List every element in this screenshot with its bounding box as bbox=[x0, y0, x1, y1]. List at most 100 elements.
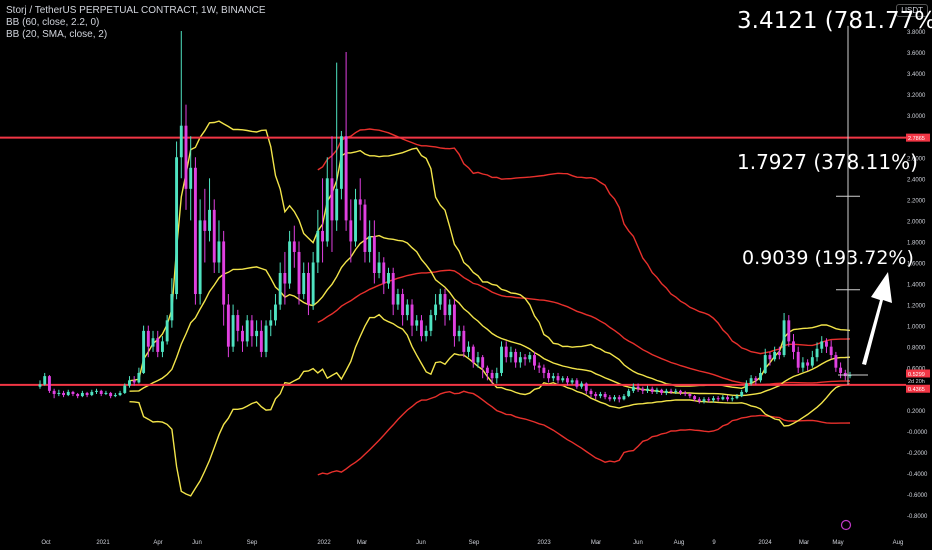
candle-body bbox=[269, 320, 273, 326]
measure-label-low: 0.9039 (193.72%) bbox=[742, 247, 914, 269]
candle-body bbox=[278, 273, 282, 305]
indicator-bb20[interactable]: BB (20, SMA, close, 2) bbox=[6, 29, 108, 40]
candle-body bbox=[90, 391, 94, 396]
symbol-title[interactable]: Storj / TetherUS PERPETUAL CONTRACT, 1W,… bbox=[6, 5, 266, 16]
candle-body bbox=[420, 320, 423, 337]
x-tick-label: Jun bbox=[192, 540, 202, 546]
candle-body bbox=[556, 376, 560, 381]
candle-body bbox=[801, 362, 805, 368]
candle-body bbox=[339, 136, 343, 189]
bb60-upper bbox=[317, 128, 851, 355]
candle-body bbox=[721, 397, 725, 400]
price-tag-upper: 2.7865 bbox=[908, 136, 925, 142]
measure-label-mid: 1.7927 (378.11%) bbox=[737, 150, 918, 174]
candle-body bbox=[377, 262, 381, 273]
candle-body bbox=[80, 392, 84, 397]
candle-body bbox=[288, 241, 292, 284]
candle-body bbox=[448, 304, 452, 316]
candle-body bbox=[711, 398, 715, 401]
candle-body bbox=[368, 236, 372, 252]
candle-body bbox=[47, 376, 51, 391]
candle-body bbox=[688, 394, 692, 397]
x-tick-label: 2022 bbox=[317, 540, 331, 546]
candle-body bbox=[66, 391, 70, 396]
candle-body bbox=[815, 348, 819, 358]
candle-body bbox=[372, 236, 376, 273]
y-tick-label: 3.4000 bbox=[907, 72, 926, 78]
indicator-bb60[interactable]: BB (60, close, 2.2, 0) bbox=[6, 17, 100, 28]
candle-body bbox=[547, 372, 551, 379]
candle-body bbox=[189, 167, 193, 189]
candle-body bbox=[274, 304, 277, 321]
candle-body bbox=[184, 125, 188, 189]
candle-body bbox=[387, 273, 390, 284]
price-tag-lower: 0.4365 bbox=[908, 387, 925, 393]
candle-body bbox=[165, 320, 169, 342]
candle-body bbox=[245, 320, 249, 342]
candle-body bbox=[820, 341, 824, 349]
candle-body bbox=[415, 320, 419, 326]
x-tick-label: Aug bbox=[893, 540, 904, 546]
candle-body bbox=[311, 262, 315, 305]
candle-body bbox=[203, 220, 207, 231]
candle-body bbox=[283, 273, 287, 284]
candle-body bbox=[537, 365, 541, 368]
candle-body bbox=[622, 396, 626, 400]
candle-body bbox=[222, 241, 226, 305]
x-tick-label: Oct bbox=[41, 540, 51, 546]
x-tick-label: Jun bbox=[416, 540, 426, 546]
y-tick-label: 3.2000 bbox=[907, 93, 926, 99]
x-tick-label: 2023 bbox=[537, 540, 551, 546]
x-tick-label: Sep bbox=[247, 540, 258, 546]
candle-body bbox=[259, 330, 263, 352]
candle-body bbox=[391, 273, 395, 305]
candle-body bbox=[754, 378, 758, 381]
y-tick-label: 3.6000 bbox=[907, 51, 926, 57]
candle-body bbox=[226, 304, 230, 347]
candle-body bbox=[76, 394, 80, 397]
candle-body bbox=[410, 304, 414, 326]
candle-body bbox=[697, 399, 701, 402]
candle-body bbox=[660, 389, 664, 393]
y-tick-label: 2.6000 bbox=[907, 156, 926, 162]
candle-body bbox=[664, 390, 668, 393]
candle-body bbox=[146, 330, 150, 347]
candle-body bbox=[617, 397, 621, 400]
bb20-upper bbox=[129, 120, 851, 390]
candle-body bbox=[236, 315, 240, 331]
candle-body bbox=[528, 355, 532, 360]
candle-body bbox=[763, 355, 767, 373]
candle-body bbox=[306, 273, 310, 305]
candle-body bbox=[707, 399, 711, 401]
candle-body bbox=[109, 392, 113, 397]
currency-button[interactable]: USDT bbox=[896, 4, 928, 17]
candle-body bbox=[330, 178, 334, 221]
candle-body bbox=[71, 391, 75, 394]
price-tag-upper-bg bbox=[906, 133, 930, 142]
tv-logo-icon bbox=[840, 519, 852, 531]
candle-body bbox=[674, 390, 678, 392]
candle-body bbox=[128, 380, 131, 386]
candle-body bbox=[646, 388, 649, 391]
x-tick-label: 2024 bbox=[758, 540, 772, 546]
candle-body bbox=[773, 351, 777, 360]
candle-body bbox=[255, 330, 259, 337]
x-tick-label: Mar bbox=[591, 540, 601, 546]
candle-body bbox=[434, 304, 438, 316]
candle-body bbox=[160, 341, 164, 352]
candle-body bbox=[580, 383, 584, 387]
x-tick-label: Aug bbox=[674, 540, 685, 546]
candle-body bbox=[241, 330, 244, 342]
candle-body bbox=[509, 351, 513, 358]
candle-body bbox=[321, 230, 325, 242]
candle-body bbox=[99, 390, 103, 394]
candle-body bbox=[142, 330, 146, 373]
candle-body bbox=[179, 125, 183, 158]
candle-body bbox=[401, 294, 405, 316]
y-tick-label: 1.2000 bbox=[907, 304, 926, 310]
candle-body bbox=[749, 378, 753, 384]
projection-arrow bbox=[862, 272, 892, 365]
bb60-lower bbox=[317, 390, 851, 476]
